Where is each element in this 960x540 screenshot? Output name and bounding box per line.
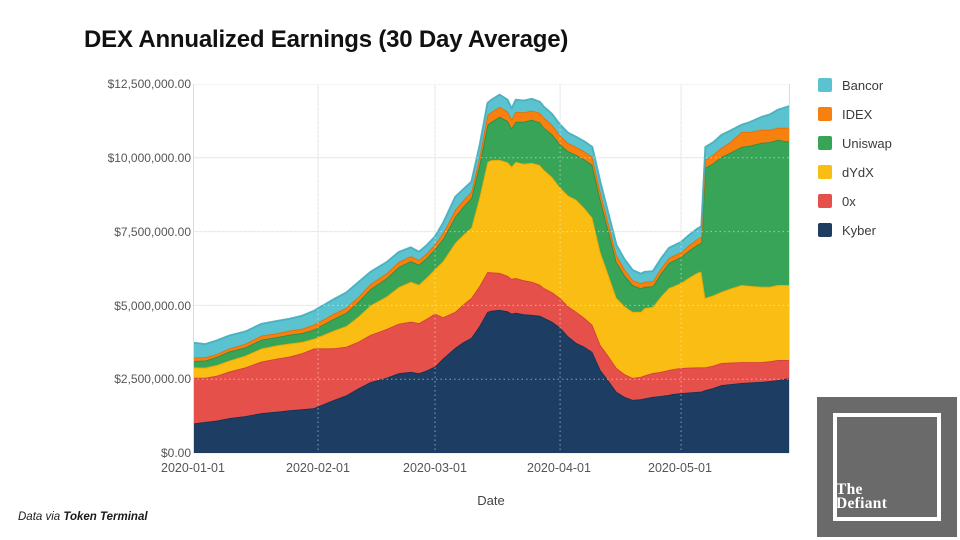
logo-line1: The [836, 480, 863, 498]
logo-line2: Defiant [836, 495, 888, 513]
0x-swatch-icon [818, 194, 832, 208]
legend-label: dYdX [842, 164, 874, 180]
defiant-logo: The Defiant [817, 397, 957, 537]
legend-label: Bancor [842, 77, 884, 93]
chart-legend: Bancor IDEX Uniswap dYdX 0x Kyber [818, 78, 892, 252]
legend-item-bancor[interactable]: Bancor [818, 77, 892, 93]
y-tick-12500000: $12,500,000.00 [107, 77, 191, 91]
y-tick-2500000: $2,500,000.00 [114, 372, 191, 386]
data-source-credit: Data via Token Terminal [18, 511, 148, 523]
credit-source: Token Terminal [63, 511, 148, 523]
x-tick-apr: 2020-04-01 [527, 461, 591, 475]
x-tick-mar: 2020-03-01 [403, 461, 467, 475]
credit-prefix: Data via [18, 511, 64, 523]
legend-label: IDEX [842, 106, 873, 122]
bancor-swatch-icon [818, 78, 832, 92]
legend-item-0x[interactable]: 0x [818, 193, 892, 209]
x-tick-jan: 2020-01-01 [161, 461, 225, 475]
logo-frame-icon [833, 413, 941, 521]
legend-label: Kyber [842, 222, 876, 238]
stacked-area-plot[interactable] [193, 84, 790, 454]
legend-label: 0x [842, 193, 856, 209]
idex-swatch-icon [818, 107, 832, 121]
legend-item-idex[interactable]: IDEX [818, 106, 892, 122]
logo-wordmark: The Defiant [836, 480, 888, 513]
y-tick-5000000: $5,000,000.00 [114, 299, 191, 313]
legend-label: Uniswap [842, 135, 892, 151]
y-tick-10000000: $10,000,000.00 [107, 151, 191, 165]
legend-item-dydx[interactable]: dYdX [818, 164, 892, 180]
legend-item-uniswap[interactable]: Uniswap [818, 135, 892, 151]
chart-title: DEX Annualized Earnings (30 Day Average) [84, 26, 569, 53]
x-tick-feb: 2020-02-01 [286, 461, 350, 475]
x-axis-title: Date [477, 493, 505, 508]
x-tick-may: 2020-05-01 [648, 461, 712, 475]
uniswap-swatch-icon [818, 136, 832, 150]
legend-item-kyber[interactable]: Kyber [818, 222, 892, 238]
kyber-swatch-icon [818, 223, 832, 237]
y-tick-7500000: $7,500,000.00 [114, 225, 191, 239]
y-tick-0: $0.00 [160, 446, 191, 460]
dydx-swatch-icon [818, 165, 832, 179]
